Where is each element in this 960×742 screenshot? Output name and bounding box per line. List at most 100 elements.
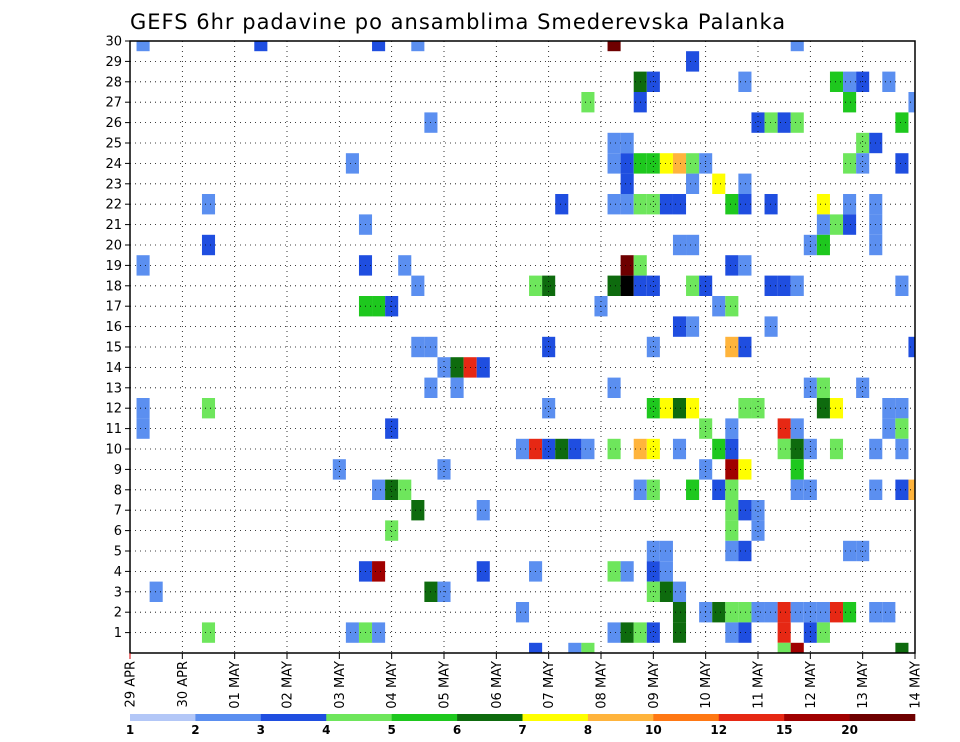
colorbar-swatch xyxy=(849,714,916,721)
y-tick-label: 10 xyxy=(105,443,122,458)
heatmap-cell xyxy=(751,112,765,133)
heatmap-cell xyxy=(686,234,700,256)
heatmap-cell xyxy=(725,459,739,480)
heatmap-cell xyxy=(555,438,569,460)
heatmap-cell xyxy=(738,459,752,480)
heatmap-cell xyxy=(725,418,739,439)
heatmap-cell xyxy=(751,398,765,419)
heatmap-cell xyxy=(607,561,621,582)
heatmap-cell xyxy=(201,234,216,256)
x-tick-label: 03 MAY xyxy=(333,661,348,709)
heatmap-cell xyxy=(542,398,556,419)
heatmap-cell xyxy=(790,642,804,653)
heatmap-cell xyxy=(882,418,896,439)
x-tick-label: 07 MAY xyxy=(542,661,557,709)
heatmap-cell xyxy=(725,479,739,500)
heatmap-cell xyxy=(620,173,634,194)
heatmap-cell xyxy=(659,540,673,562)
colorbar-swatch xyxy=(653,714,720,721)
heatmap-cell xyxy=(542,275,556,296)
heatmap-cell xyxy=(686,398,700,419)
heatmap-cell xyxy=(672,622,687,643)
heatmap-cell xyxy=(437,459,451,480)
heatmap-cell xyxy=(712,296,726,317)
heatmap-cell xyxy=(764,275,778,296)
heatmap-cell xyxy=(843,71,857,92)
heatmap-cell xyxy=(411,275,425,296)
colorbar-label: 12 xyxy=(710,723,727,737)
x-axis-ticks: 29 APR 30 APR 01 MAY 02 MAY 03 MAY 04 MAY 05 M… xyxy=(124,653,924,709)
heatmap-cell xyxy=(725,336,739,358)
colorbar-swatch xyxy=(522,714,589,721)
heatmap-cell xyxy=(738,602,752,623)
heatmap-cell xyxy=(620,275,634,296)
heatmap-cell xyxy=(777,642,791,653)
heatmap-cell xyxy=(607,377,621,398)
heatmap-cell xyxy=(385,520,399,541)
heatmap-cell xyxy=(201,398,216,419)
colorbar-swatch xyxy=(457,714,523,721)
x-tick-label: 05 MAY xyxy=(438,661,453,709)
heatmap-cell xyxy=(672,194,687,215)
heatmap-cell xyxy=(790,275,804,296)
colorbar-swatch xyxy=(784,714,850,721)
heatmap-cell xyxy=(672,234,687,256)
heatmap-cell xyxy=(372,479,386,500)
y-tick-label: 11 xyxy=(105,422,122,437)
y-tick-label: 1 xyxy=(114,626,122,641)
heatmap-cell xyxy=(659,194,673,215)
x-tick-label: 11 MAY xyxy=(752,661,767,709)
heatmap-cell xyxy=(895,153,909,174)
heatmap-cell xyxy=(895,438,909,460)
y-tick-label: 18 xyxy=(105,279,122,294)
heatmap-cell xyxy=(646,194,660,215)
heatmap-cell xyxy=(607,194,621,215)
x-tick-label: 04 MAY xyxy=(385,661,400,709)
heatmap-cell xyxy=(646,153,660,174)
heatmap-cell xyxy=(843,540,857,562)
colorbar-label: 7 xyxy=(518,723,526,737)
x-tick-label: 29 APR xyxy=(124,661,139,707)
heatmap-cell xyxy=(620,132,634,154)
y-tick-label: 20 xyxy=(105,239,122,254)
y-tick-label: 19 xyxy=(105,259,122,274)
heatmap-cell xyxy=(385,479,399,500)
heatmap-cell xyxy=(686,275,700,296)
heatmap-cell xyxy=(829,214,844,235)
y-tick-label: 24 xyxy=(105,157,122,172)
y-tick-label: 3 xyxy=(114,585,122,600)
y-tick-label: 27 xyxy=(105,96,122,111)
colorbar-label: 10 xyxy=(645,723,662,737)
heatmap-cell xyxy=(555,194,569,215)
heatmap-cell xyxy=(738,255,752,276)
heatmap-cell xyxy=(738,336,752,358)
heatmap-cell xyxy=(607,41,621,52)
heatmap-cell xyxy=(620,622,634,643)
heatmap-cell xyxy=(790,479,804,500)
heatmap-cell xyxy=(908,479,915,500)
heatmap-cell xyxy=(738,500,752,521)
heatmap-cell xyxy=(843,194,857,215)
colorbar-label: 3 xyxy=(257,723,265,737)
heatmap-cell xyxy=(764,602,778,623)
colorbar-swatch xyxy=(391,714,458,721)
colorbar-label: 8 xyxy=(584,723,592,737)
heatmap-cell xyxy=(529,642,543,653)
heatmap-cell xyxy=(725,194,739,215)
heatmap-cell xyxy=(607,153,621,174)
y-tick-label: 23 xyxy=(105,177,122,192)
heatmap-cell xyxy=(254,41,268,52)
heatmap-cell xyxy=(777,418,791,439)
heatmap-cell xyxy=(372,622,386,643)
heatmap-cell xyxy=(725,520,739,541)
heatmap-cell xyxy=(686,173,700,194)
heatmap-cell xyxy=(712,173,726,194)
heatmap-cell xyxy=(607,438,621,460)
heatmap-cell xyxy=(790,112,804,133)
heatmap-cell xyxy=(646,398,660,419)
colorbar-label: 15 xyxy=(776,723,793,737)
colorbar-swatch xyxy=(130,714,196,721)
heatmap-cell xyxy=(816,214,830,235)
heatmap-cell xyxy=(581,92,595,113)
heatmap-cell xyxy=(816,377,830,398)
